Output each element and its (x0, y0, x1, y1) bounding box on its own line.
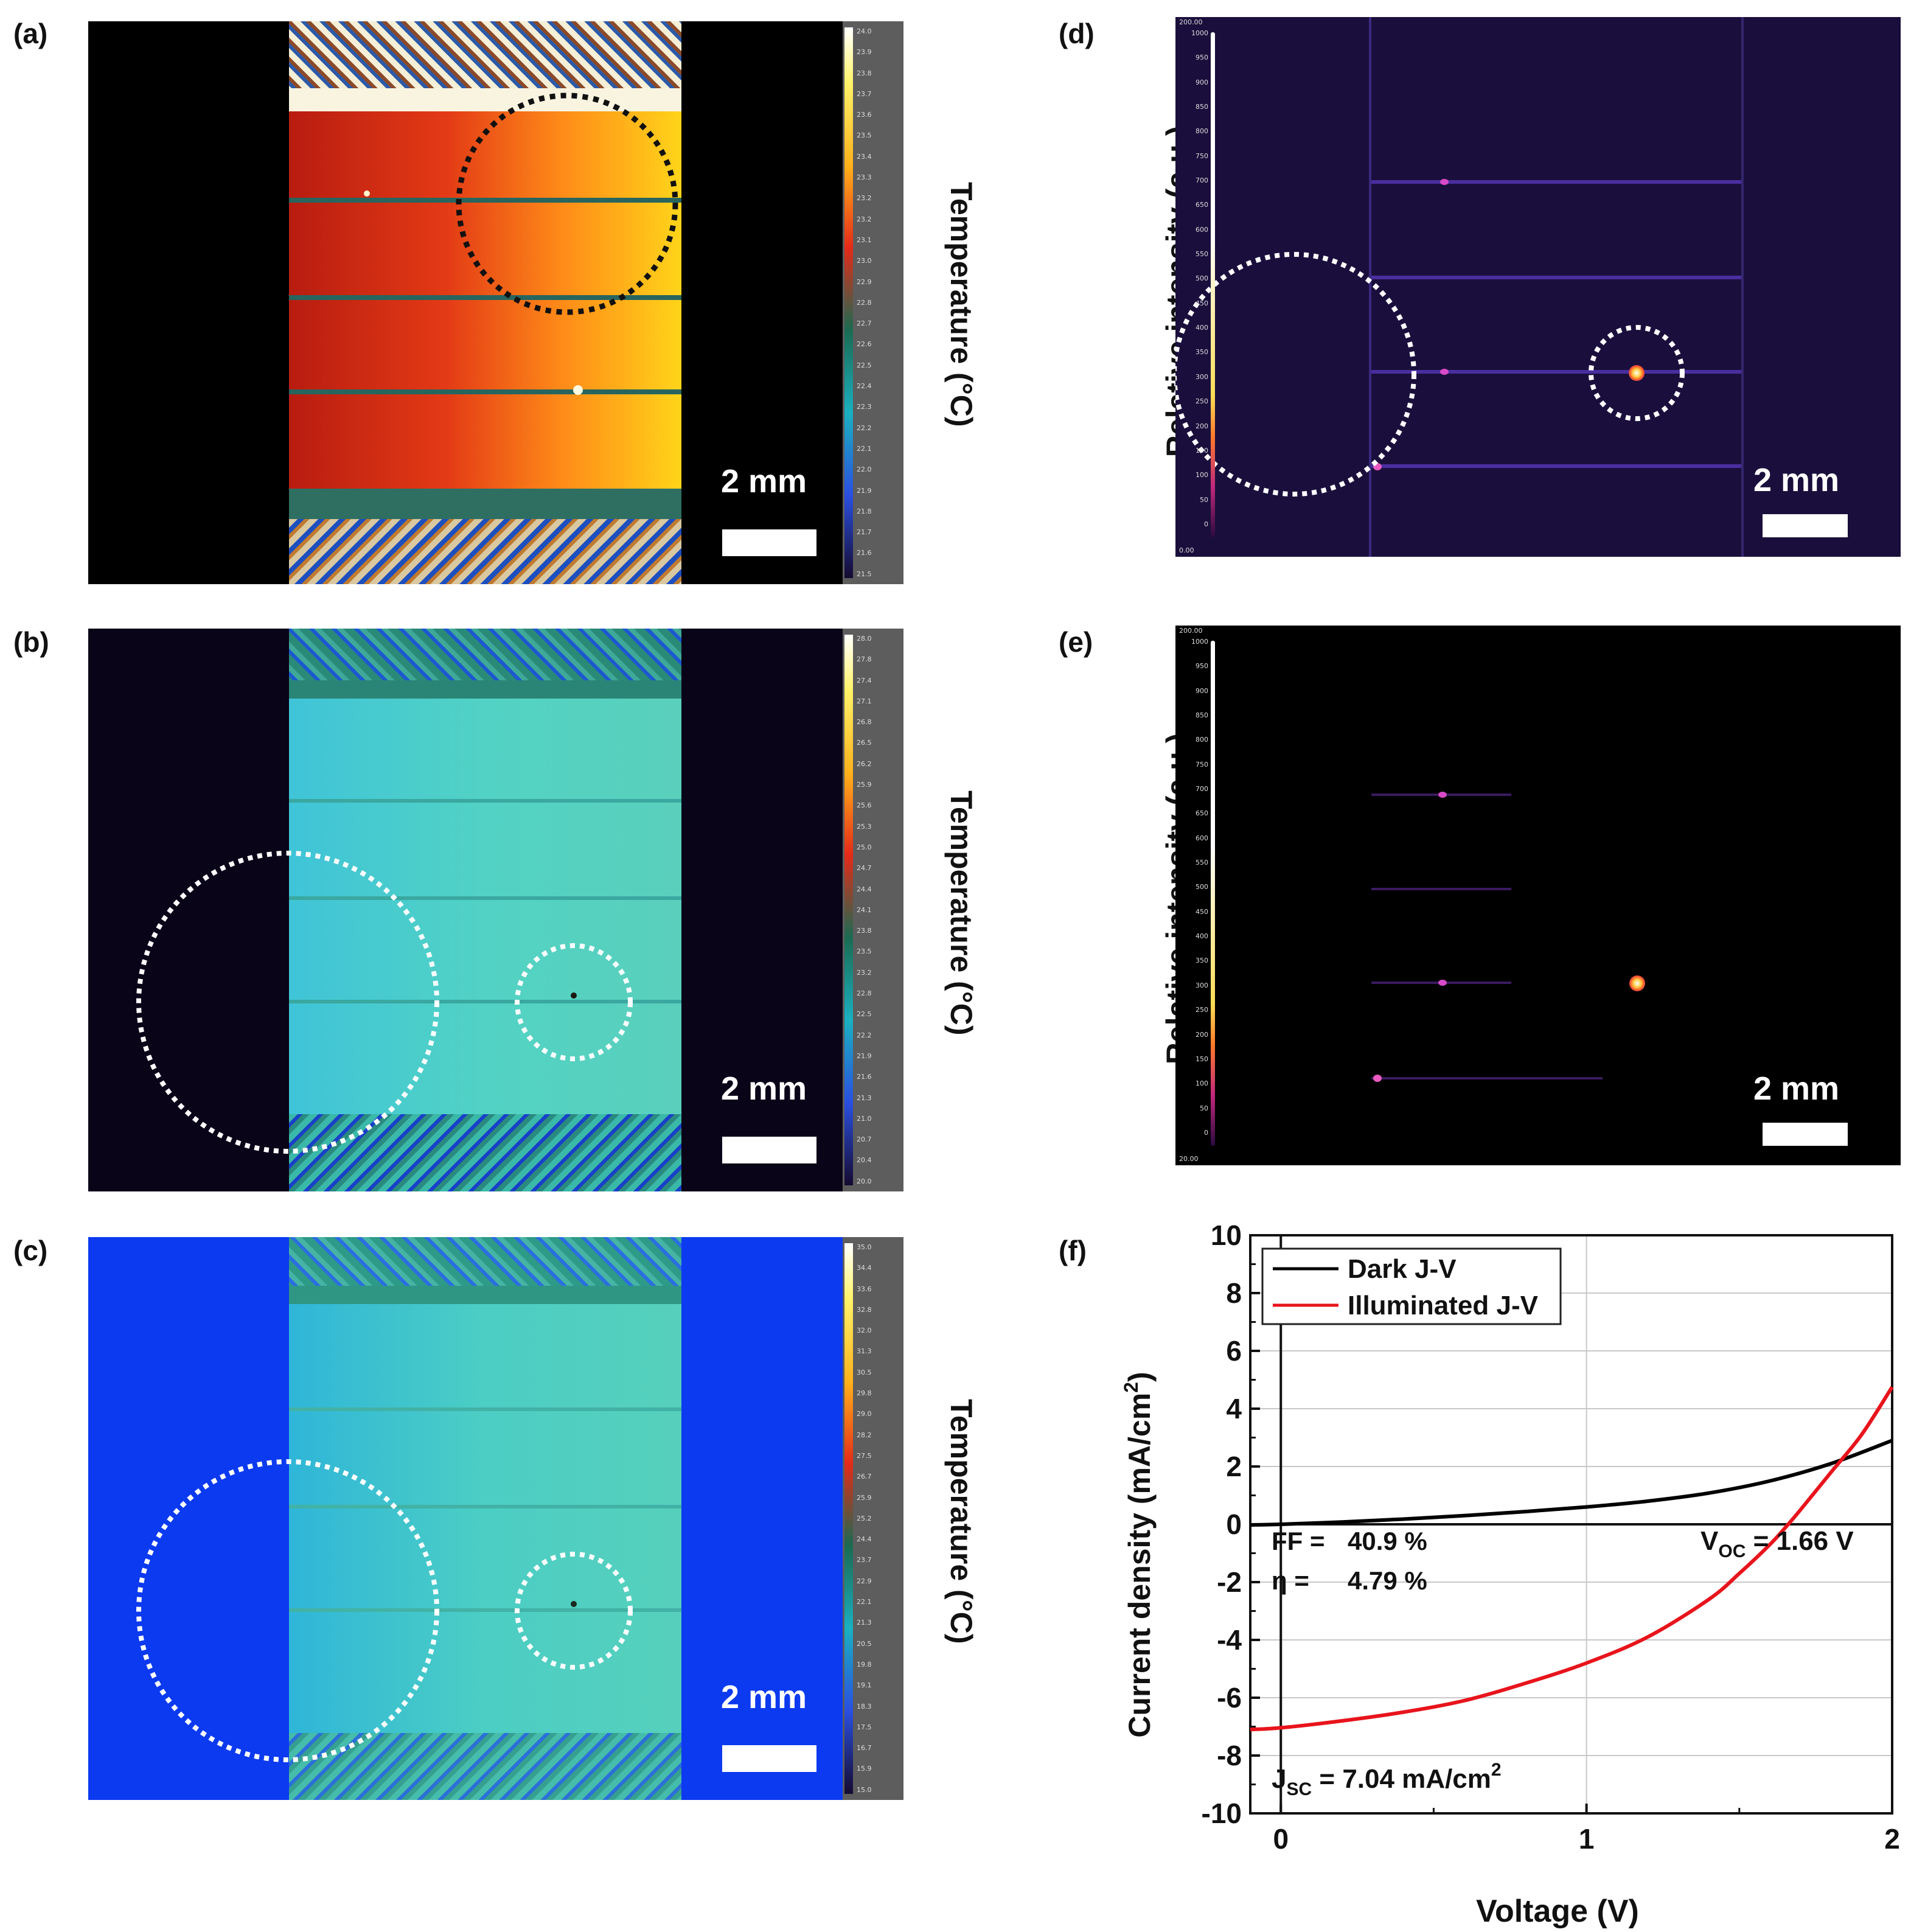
y-tick-label: 10 (1211, 1219, 1242, 1251)
scale-bar (722, 529, 816, 556)
panel-b-image: 28.0 27.8 27.4 27.1 26.8 26.5 26.2 25.9 25.6 25.3… (88, 629, 903, 1191)
large-circle (1175, 252, 1416, 497)
temperature-axis-title: Temperature (°C) (944, 182, 978, 427)
scale-bar (1763, 1123, 1848, 1146)
y-tick-label: -2 (1217, 1566, 1242, 1598)
jsc-annotation: JSC = 7.04 mA/cm2 (1272, 1760, 1502, 1799)
tick-labels: -10 -8 -6 -4 -2 0 2 4 6 8 10 0 1 2 (1202, 1219, 1900, 1855)
y-tick-label: -8 (1217, 1740, 1242, 1771)
colorbar (1211, 641, 1215, 1146)
colorbar-min: 0.00 (1179, 546, 1194, 554)
y-axis-title: Current density (mA/cm2) (1120, 1372, 1157, 1737)
legend-label-illuminated: Illuminated J-V (1348, 1291, 1539, 1320)
large-circle (136, 851, 439, 1154)
legend-box (1261, 1247, 1562, 1325)
panel-e-image: 200.00 20.00 1000 950 900 850 800 750 700 650 60… (1175, 626, 1901, 1165)
scale-label: 2 mm (721, 1070, 807, 1107)
x-axis-title: Voltage (V) (1476, 1894, 1639, 1929)
ff-label: FF = (1272, 1527, 1325, 1555)
hotspot-circle (456, 92, 678, 315)
colorbar-ticks: 35.0 34.4 33.6 32.8 32.0 31.3 30.5 29.8 29.0 28.2… (857, 1243, 872, 1794)
colorbar-max: 200.00 (1179, 627, 1203, 635)
colorbar-ticks: 1000 950 900 850 800 750 700 650 600 550 500 450 400… (1191, 638, 1208, 1137)
colorbar-ticks: 28.0 27.8 27.4 27.1 26.8 26.5 26.2 25.9 25.6 25.3… (857, 635, 872, 1185)
panel-a-image: 24.0 23.9 23.8 23.7 23.6 23.5 23.4 23.3 23.2 23.2… (88, 21, 903, 584)
scale-label: 2 mm (1753, 462, 1840, 498)
y-tick-label: 0 (1226, 1508, 1242, 1540)
scale-bar (1763, 514, 1848, 537)
panel-f-label: (f) (1059, 1235, 1087, 1266)
colorbar (844, 635, 853, 1185)
colorbar-min: 20.00 (1179, 1155, 1199, 1163)
y-tick-label: -6 (1217, 1682, 1242, 1714)
panel-b-label: (b) (13, 626, 49, 658)
panel-d-label: (d) (1059, 18, 1095, 49)
scale-bar (722, 1745, 816, 1772)
scale-bar (722, 1137, 816, 1163)
x-tick-label: 2 (1884, 1823, 1900, 1855)
series-line-dark-jv (1250, 1439, 1893, 1527)
colorbar-ticks: 1000 950 900 850 800 750 700 650 600 550 500 450 400… (1191, 29, 1208, 528)
panel-a-label: (a) (13, 18, 48, 49)
small-circle (515, 1552, 633, 1670)
voc-annotation: VOC = 1.66 V (1700, 1526, 1854, 1561)
x-tick-label: 0 (1273, 1823, 1289, 1855)
x-tick-label: 1 (1579, 1823, 1595, 1855)
panel-e-label: (e) (1059, 626, 1093, 658)
eta-label: η = (1272, 1566, 1309, 1595)
small-circle (515, 943, 633, 1061)
y-tick-label: 8 (1226, 1277, 1242, 1309)
y-tick-label: 2 (1226, 1451, 1242, 1482)
eta-value: 4.79 % (1348, 1566, 1427, 1595)
scale-label: 2 mm (1753, 1070, 1840, 1107)
colorbar (844, 27, 853, 578)
large-circle (136, 1459, 439, 1762)
scale-label: 2 mm (721, 1679, 807, 1715)
legend: Dark J-V Illuminated J-V (1261, 1247, 1562, 1325)
panel-c-image: 35.0 34.4 33.6 32.8 32.0 31.3 30.5 29.8 29.0 28.2… (88, 1237, 903, 1800)
small-circle (1589, 325, 1685, 421)
temperature-axis-title: Temperature (°C) (944, 790, 978, 1036)
scale-label: 2 mm (721, 463, 807, 500)
y-tick-label: -10 (1202, 1798, 1242, 1829)
y-tick-label: 6 (1226, 1335, 1242, 1367)
colorbar-ticks: 24.0 23.9 23.8 23.7 23.6 23.5 23.4 23.3 23.2 23.2… (857, 27, 872, 578)
ff-value: 40.9 % (1348, 1527, 1427, 1555)
colorbar (1211, 32, 1215, 537)
panel-c-label: (c) (13, 1235, 48, 1266)
series (1250, 1386, 1894, 1732)
jv-chart: Current density (mA/cm2) Voltage (V) -10… (1120, 1219, 1900, 1929)
y-tick-label: 4 (1226, 1393, 1242, 1425)
colorbar-max: 200.00 (1179, 18, 1203, 26)
temperature-axis-title: Temperature (°C) (944, 1399, 978, 1644)
series-line-illuminated-jv (1250, 1386, 1894, 1732)
y-tick-label: -4 (1217, 1624, 1242, 1656)
panel-d-image: 200.00 0.00 1000 950 900 850 800 750 700 650 600… (1175, 17, 1901, 557)
legend-label-dark: Dark J-V (1348, 1254, 1457, 1284)
colorbar (844, 1243, 853, 1794)
